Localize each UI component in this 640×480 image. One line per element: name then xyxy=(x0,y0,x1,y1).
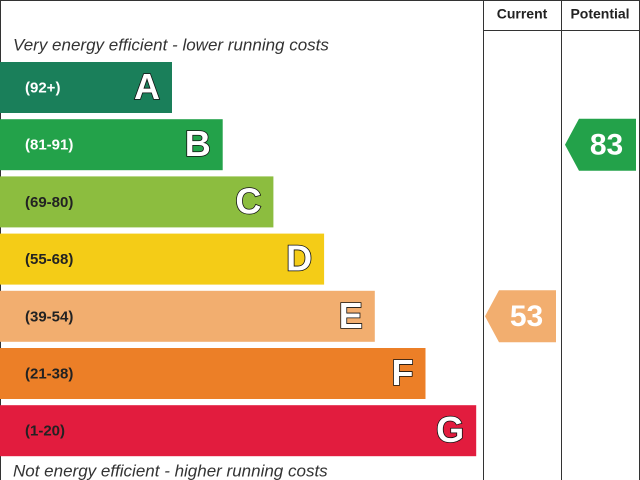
band-bar xyxy=(0,348,426,399)
rating-arrow xyxy=(565,118,636,171)
top-note: Very energy efficient - lower running co… xyxy=(13,35,329,54)
band-bar xyxy=(0,233,325,285)
band-letter: D xyxy=(286,238,312,279)
band-letter: B xyxy=(185,123,211,164)
band-range: (55-68) xyxy=(25,251,73,268)
rating-value: 83 xyxy=(590,129,623,162)
rating-value: 53 xyxy=(510,300,543,333)
band-bar xyxy=(0,119,223,171)
band-range: (21-38) xyxy=(25,365,73,382)
band-range: (69-80) xyxy=(25,194,73,211)
potential-header: Potential xyxy=(570,6,629,22)
rating-arrow xyxy=(485,290,556,343)
band-bar xyxy=(0,62,172,113)
band-bar xyxy=(0,176,274,228)
band-letter: C xyxy=(235,180,261,221)
current-header: Current xyxy=(497,6,548,22)
band-range: (39-54) xyxy=(25,308,73,325)
band-letter: G xyxy=(436,409,464,450)
band-range: (92+) xyxy=(25,79,60,96)
band-letter: E xyxy=(339,295,363,336)
band-range: (1-20) xyxy=(25,423,65,440)
band-letter: A xyxy=(134,66,160,107)
bottom-note: Not energy efficient - higher running co… xyxy=(13,461,328,480)
band-bar xyxy=(0,290,375,342)
band-letter: F xyxy=(392,352,414,393)
band-bar xyxy=(0,405,477,457)
band-range: (81-91) xyxy=(25,137,73,154)
